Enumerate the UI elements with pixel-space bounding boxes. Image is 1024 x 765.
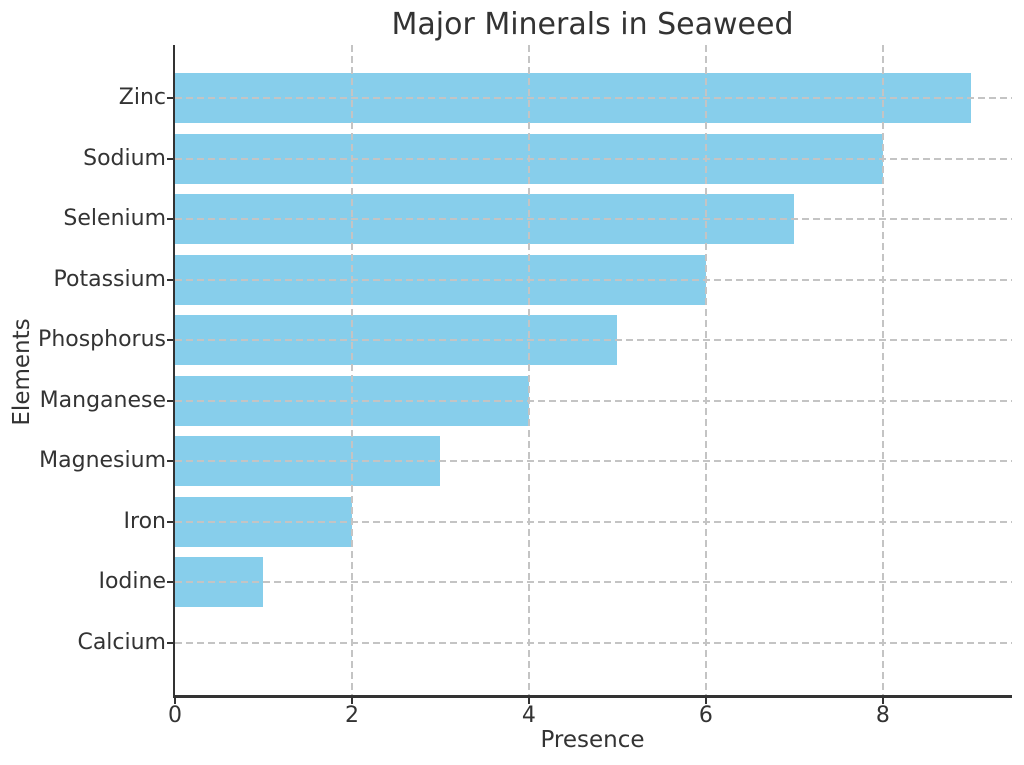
x-tick-mark [527, 698, 530, 704]
y-tick-mark [167, 97, 173, 99]
y-tick-mark [167, 642, 173, 644]
x-axis-label: Presence [540, 727, 645, 753]
h-gridline [175, 460, 1012, 463]
chart-title: Major Minerals in Seaweed [391, 7, 794, 42]
h-gridline [175, 399, 1012, 402]
y-tick-mark [167, 157, 173, 160]
x-tick-mark [704, 698, 707, 704]
y-tick-mark [167, 581, 173, 584]
h-gridline [175, 520, 1012, 523]
h-gridline [175, 339, 1012, 342]
h-gridline [175, 157, 1012, 160]
h-gridline [175, 581, 1012, 584]
y-tick-label: Potassium [53, 266, 166, 292]
plot-area [173, 45, 1012, 698]
y-tick-label: Zinc [118, 85, 166, 110]
h-gridline [175, 218, 1012, 221]
x-tick-mark [174, 698, 176, 704]
h-gridline [175, 642, 1012, 644]
y-tick-mark [167, 520, 173, 523]
y-tick-mark [167, 460, 173, 463]
y-tick-mark [167, 399, 173, 402]
v-gridline [350, 45, 353, 695]
v-gridline [704, 45, 707, 695]
y-tick-label: Iodine [98, 569, 166, 595]
x-tick-mark [881, 698, 884, 704]
y-tick-mark [167, 339, 173, 342]
x-tick-label: 0 [168, 703, 182, 728]
y-tick-label: Calcium [77, 630, 166, 655]
x-tick-mark [350, 698, 353, 704]
y-tick-label: Phosphorus [38, 327, 166, 353]
y-tick-mark [167, 218, 173, 221]
y-tick-mark [167, 278, 173, 281]
h-gridline [175, 278, 1012, 281]
y-tick-label: Manganese [39, 387, 166, 413]
y-tick-label: Iron [123, 508, 166, 534]
h-gridline [175, 97, 1012, 99]
y-tick-label: Selenium [63, 206, 166, 232]
y-tick-label: Sodium [83, 145, 166, 171]
v-gridline [881, 45, 884, 695]
x-tick-label: 4 [521, 703, 536, 728]
v-gridline [527, 45, 530, 695]
x-tick-label: 6 [698, 703, 713, 728]
x-tick-label: 8 [875, 703, 890, 728]
y-tick-label: Magnesium [39, 448, 166, 474]
x-tick-label: 2 [344, 703, 359, 728]
